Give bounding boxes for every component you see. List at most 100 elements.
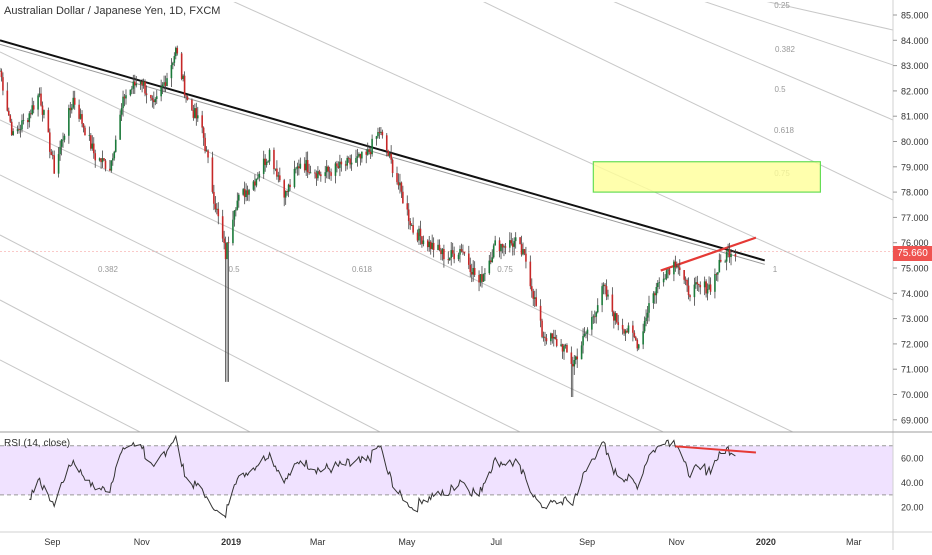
- candle-body: [717, 272, 719, 275]
- candle-body: [696, 282, 699, 284]
- candle-body: [133, 81, 136, 86]
- rsi-line: [29, 434, 736, 519]
- candle-body: [636, 339, 639, 349]
- candle-body: [90, 135, 92, 149]
- candle-body: [284, 191, 287, 198]
- candle-body: [163, 82, 165, 85]
- candle-body: [355, 158, 357, 163]
- x-tick-label: Nov: [668, 537, 685, 547]
- candle-body: [378, 132, 381, 133]
- candle-body: [88, 135, 91, 137]
- candle-body: [16, 129, 19, 132]
- candle-body: [484, 273, 486, 275]
- candle-body: [667, 269, 669, 271]
- candle-body: [166, 78, 168, 86]
- candle-body: [308, 172, 310, 174]
- candle-body: [399, 182, 401, 186]
- candle-body: [532, 291, 535, 299]
- candle-body: [324, 172, 327, 177]
- fan-line: [0, 299, 251, 432]
- candle-body: [478, 274, 480, 283]
- candle-body: [533, 297, 536, 299]
- candle-body: [551, 333, 554, 339]
- candle-body: [22, 120, 25, 121]
- candle-body: [708, 284, 710, 290]
- candle-body: [38, 93, 41, 96]
- candle-body: [614, 313, 617, 321]
- fan-label: 0.618: [774, 126, 795, 135]
- fan-line: [233, 2, 893, 301]
- candle-body: [318, 171, 321, 175]
- candle-body: [299, 163, 302, 169]
- candle-body: [125, 95, 127, 99]
- candle-body: [428, 241, 431, 248]
- candle-body: [104, 160, 107, 169]
- candle-body: [170, 65, 173, 79]
- candle-body: [418, 228, 420, 241]
- candle-body: [63, 135, 66, 140]
- candle-body: [673, 261, 675, 275]
- candle-body: [94, 153, 97, 161]
- candle-body: [706, 289, 709, 294]
- trendline: [0, 39, 766, 262]
- candle-body: [298, 166, 300, 169]
- candle-body: [7, 110, 10, 116]
- candle-body: [662, 278, 665, 283]
- candle-body: [441, 249, 444, 255]
- candle-body: [29, 113, 32, 115]
- candle-body: [361, 151, 363, 159]
- trendline-shadow: [0, 43, 765, 265]
- candle-body: [501, 243, 504, 248]
- candle-body: [472, 268, 474, 275]
- candle-body: [437, 244, 439, 251]
- candle-body: [470, 272, 473, 275]
- candle-body: [539, 305, 542, 321]
- candle-body: [242, 189, 244, 195]
- candle-body: [9, 115, 12, 122]
- candle-body: [103, 158, 105, 161]
- candle-body: [511, 243, 514, 247]
- candle-body: [698, 283, 700, 286]
- candle-body: [129, 89, 132, 96]
- candle-body: [252, 181, 255, 190]
- candle-body: [635, 337, 637, 340]
- candle-body: [410, 225, 413, 226]
- y-tick-label: 85.000: [901, 11, 929, 21]
- candle-body: [47, 110, 50, 133]
- candle-body: [648, 303, 650, 313]
- candle-body: [479, 274, 482, 283]
- candle-body: [155, 96, 158, 100]
- candle-body: [144, 81, 146, 94]
- y-tick-label: 84.000: [901, 36, 929, 46]
- candle-body: [573, 359, 576, 367]
- candle-body: [473, 268, 476, 275]
- candle-body: [375, 136, 378, 139]
- candle-body: [724, 261, 726, 263]
- candle-body: [623, 329, 625, 334]
- candle-body: [693, 284, 696, 298]
- y-tick-label: 82.000: [901, 86, 929, 96]
- candle-body: [216, 208, 218, 210]
- candle-body: [529, 261, 532, 287]
- candle-body: [572, 363, 574, 367]
- candle-body: [460, 249, 463, 252]
- candle-body: [283, 180, 286, 198]
- candle-body: [153, 100, 155, 103]
- candle-body: [632, 325, 634, 333]
- candle-body: [654, 293, 656, 296]
- candle-body: [195, 108, 198, 119]
- candle-body: [391, 159, 394, 174]
- x-tick-label: Sep: [44, 537, 60, 547]
- candle-body: [51, 154, 54, 156]
- candle-body: [185, 95, 187, 97]
- candle-body: [53, 155, 56, 174]
- candle-body: [416, 232, 419, 241]
- candle-body: [576, 356, 579, 360]
- candle-body: [131, 88, 133, 90]
- candle-body: [481, 274, 483, 282]
- fan-line: [613, 2, 893, 121]
- candle-body: [468, 253, 470, 265]
- candle-body: [645, 317, 647, 322]
- candle-body: [684, 279, 687, 281]
- candle-body: [248, 189, 250, 195]
